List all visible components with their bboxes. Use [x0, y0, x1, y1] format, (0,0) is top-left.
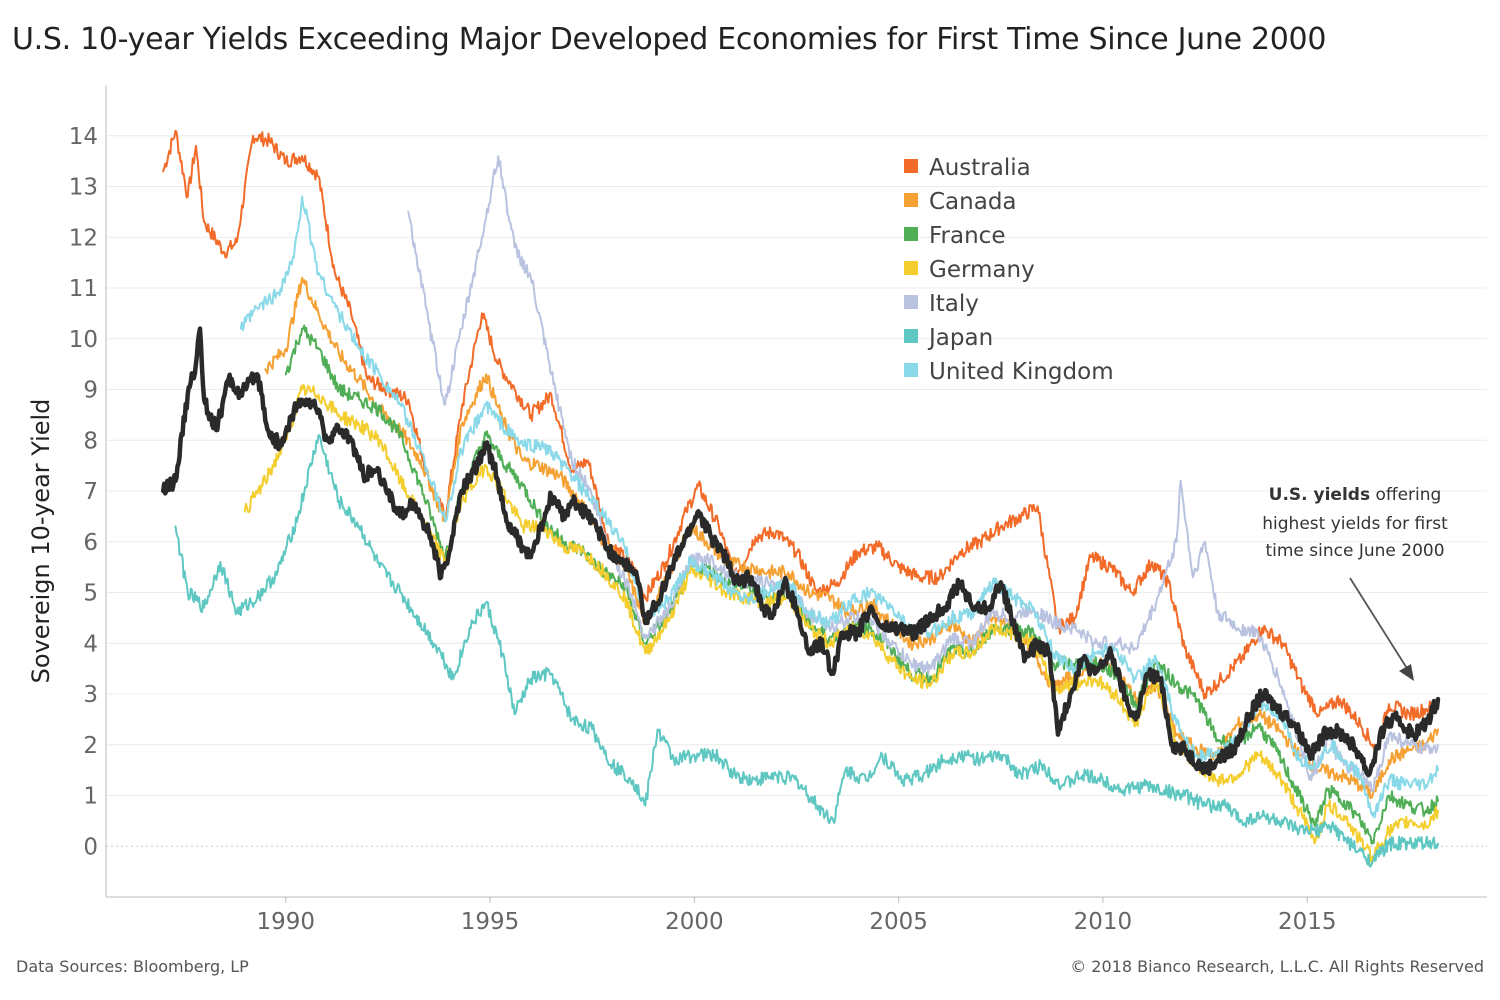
annotation-rest-text: offering: [1370, 485, 1441, 505]
y-tick-label: 1: [83, 784, 98, 810]
legend-label-italy: Italy: [929, 291, 979, 317]
legend-label-france: France: [929, 223, 1005, 249]
annotation-arrow-line: [1349, 577, 1409, 671]
y-tick-label: 6: [83, 530, 98, 556]
y-tick-label: 9: [83, 378, 98, 404]
y-axis-label: Sovereign 10-year Yield: [27, 399, 55, 684]
y-tick-label: 3: [83, 682, 98, 708]
legend-label-germany: Germany: [929, 257, 1035, 283]
legend-label-canada: Canada: [929, 189, 1017, 215]
x-tick-label: 2005: [869, 909, 928, 935]
series-line-canada: [264, 276, 1439, 800]
series-line-japan: [174, 434, 1439, 868]
series-line-australia: [162, 129, 1439, 751]
y-tick-label: 14: [69, 124, 98, 150]
data-source-note: Data Sources: Bloomberg, LP: [16, 957, 249, 976]
copyright-note: © 2018 Bianco Research, L.L.C. All Right…: [1070, 957, 1484, 976]
legend-swatch-france: [904, 227, 918, 241]
legend-label-united-kingdom: United Kingdom: [929, 359, 1114, 385]
legend-swatch-germany: [904, 261, 918, 275]
legend-label-japan: Japan: [927, 325, 993, 351]
y-tick-label: 8: [83, 428, 98, 454]
x-tick-label: 2015: [1278, 909, 1337, 935]
y-tick-label: 7: [83, 479, 98, 505]
series-line-italy: [407, 155, 1439, 792]
legend-swatch-united-kingdom: [904, 363, 918, 377]
legend-swatch-australia: [904, 159, 918, 173]
legend-swatch-italy: [904, 295, 918, 309]
series-line-us: [160, 326, 1441, 778]
y-tick-label: 12: [69, 225, 98, 251]
series-lines: [160, 129, 1441, 868]
y-tick-label: 10: [69, 327, 98, 353]
chart-title: U.S. 10-year Yields Exceeding Major Deve…: [12, 22, 1327, 57]
legend-label-australia: Australia: [929, 155, 1031, 181]
y-tick-label: 0: [83, 834, 98, 860]
annotation-bold-text: U.S. yields: [1269, 485, 1370, 505]
x-tick-label: 2010: [1074, 909, 1133, 935]
series-line-france: [284, 324, 1439, 845]
annotation-line-2: highest yields for first: [1262, 514, 1448, 534]
x-tick-label: 1995: [461, 909, 520, 935]
legend: Australia Canada France Germany Italy Japan Un…: [904, 155, 1114, 385]
x-tick-label: 1990: [257, 909, 316, 935]
annotation: U.S. yields offering highest yields for …: [1262, 485, 1448, 681]
annotation-line-3: time since June 2000: [1265, 541, 1444, 561]
y-tick-label: 5: [83, 581, 98, 607]
legend-swatch-japan: [904, 329, 918, 343]
y-tick-label: 13: [69, 175, 98, 201]
legend-swatch-canada: [904, 193, 918, 207]
y-tick-label: 2: [83, 733, 98, 759]
x-tick-label: 2000: [665, 909, 724, 935]
annotation-line-1: U.S. yields offering: [1269, 485, 1442, 505]
annotation-arrowhead: [1399, 664, 1414, 681]
y-tick-label: 4: [83, 631, 98, 657]
y-tick-label: 11: [69, 276, 98, 302]
